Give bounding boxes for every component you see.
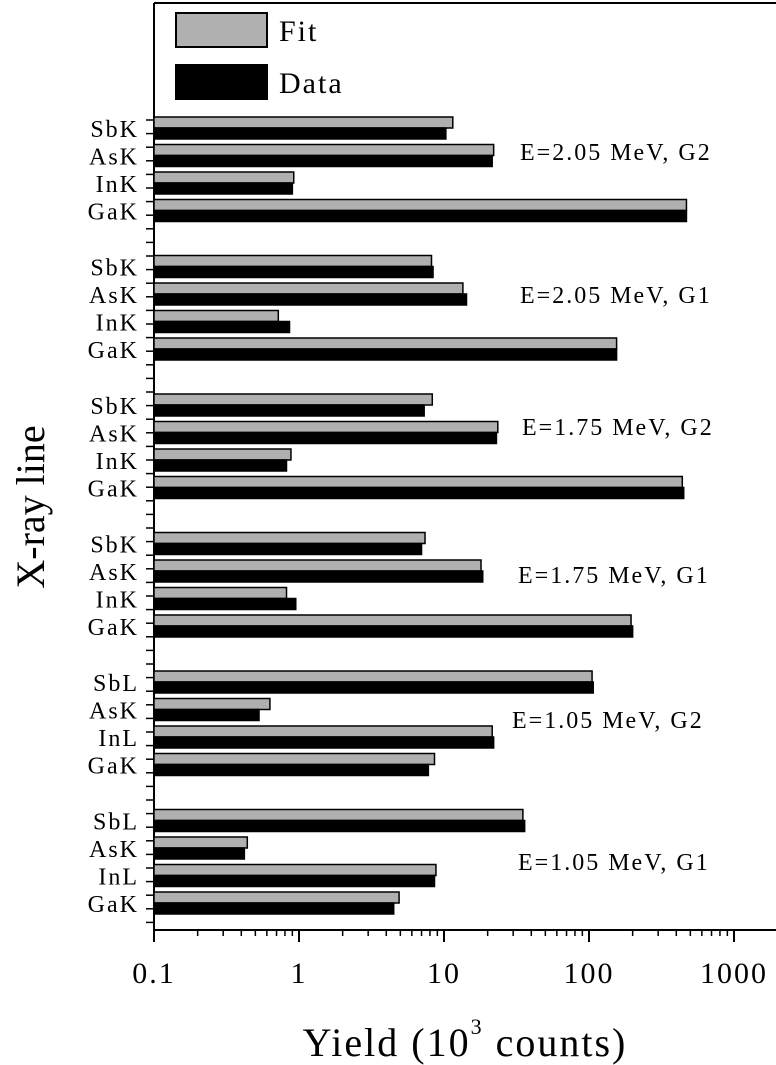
fit-bar: [153, 863, 437, 877]
y-tick-label: InL: [98, 726, 139, 752]
x-tick-label: 1000: [700, 957, 768, 990]
fit-bar: [153, 836, 249, 849]
y-tick-label: SbK: [90, 394, 139, 420]
y-tick-label: SbL: [93, 671, 139, 697]
data-bar: [153, 182, 294, 195]
fit-bar: [153, 559, 482, 572]
fit-bar: [153, 143, 495, 157]
y-tick-label: InK: [96, 449, 139, 475]
fit-bar: [153, 309, 280, 323]
fit-bar: [153, 586, 288, 600]
x-tick-label: 100: [564, 957, 615, 990]
fit-bar: [153, 282, 464, 295]
y-tick-label: SbK: [90, 256, 139, 282]
y-tick-label: AsK: [89, 699, 139, 725]
x-tick-label: 10: [427, 957, 461, 990]
group-labels: E=2.05 MeV, G2 E=2.05 MeV, G1 E=1.75 MeV, …: [512, 140, 714, 876]
fit-bar: [153, 891, 400, 904]
fit-bar: [153, 116, 454, 129]
data-bar: [153, 542, 423, 556]
legend-swatch-fit: [175, 12, 268, 48]
data-bar: [153, 431, 498, 445]
y-tick-label: GaK: [88, 477, 139, 503]
group-label: E=2.05 MeV, G1: [520, 283, 712, 309]
y-tick-label: SbL: [93, 810, 139, 836]
group-label: E=2.05 MeV, G2: [520, 140, 712, 166]
y-tick-label: AsK: [89, 145, 139, 171]
y-tick-label: GaK: [88, 338, 139, 364]
data-bar: [153, 819, 526, 833]
data-bar: [153, 625, 634, 638]
fit-bar: [153, 337, 618, 350]
fit-bar: [153, 393, 434, 406]
fit-bar: [153, 171, 295, 184]
fit-bar: [153, 725, 493, 738]
data-bar: [153, 486, 685, 500]
fit-bar: [153, 254, 433, 268]
data-bar: [153, 265, 434, 279]
y-tick-labels: SbKAsKInKGaKSbKAsKInKGaKSbKAsKInKGaKSbKA…: [88, 117, 154, 924]
data-bar: [153, 293, 468, 306]
legend-swatch-data: [175, 64, 268, 100]
fit-bar: [153, 420, 499, 434]
y-tick-label: GaK: [88, 754, 139, 780]
x-axis: 0.1 1 10 100 1000: [132, 930, 768, 990]
fit-bar: [153, 697, 271, 711]
data-bar: [153, 404, 425, 417]
y-tick-label: AsK: [89, 422, 139, 448]
data-bar: [153, 597, 297, 611]
fit-bar: [153, 198, 688, 212]
data-bar: [153, 127, 447, 140]
data-bar: [153, 763, 430, 777]
group-label: E=1.05 MeV, G1: [518, 850, 710, 876]
y-tick-label: InK: [96, 172, 139, 198]
x-axis-label-main: Yield (10: [303, 1020, 471, 1065]
fit-bar: [153, 808, 524, 822]
fit-bar: [153, 475, 684, 489]
data-bar: [153, 209, 688, 223]
data-bar: [153, 736, 495, 749]
y-tick-label: AsK: [89, 560, 139, 586]
fit-bar: [153, 670, 593, 683]
y-tick-label: GaK: [88, 615, 139, 641]
legend: Fit Data: [175, 12, 344, 100]
y-tick-label: GaK: [88, 200, 139, 226]
data-bar: [153, 154, 493, 168]
data-bar: [153, 459, 288, 472]
data-bar: [153, 681, 595, 694]
data-bar: [153, 874, 436, 888]
y-tick-label: SbK: [90, 117, 139, 143]
y-tick-label: SbK: [90, 533, 139, 559]
fit-bar: [153, 752, 436, 766]
group-label: E=1.75 MeV, G1: [518, 563, 710, 589]
fit-bar: [153, 614, 632, 627]
group-label: E=1.75 MeV, G2: [522, 415, 714, 441]
data-bar: [153, 847, 246, 860]
group-label: E=1.05 MeV, G2: [512, 708, 704, 734]
data-bar: [153, 708, 260, 722]
data-bar: [153, 902, 395, 915]
x-axis-label-tail: counts): [484, 1020, 628, 1065]
y-tick-label: InK: [96, 588, 139, 614]
x-axis-label-exponent: 3: [471, 1014, 484, 1039]
bars: [153, 116, 688, 915]
fit-bar: [153, 531, 426, 545]
data-bar: [153, 348, 618, 361]
legend-label-fit: Fit: [279, 15, 318, 48]
y-axis-label: X-ray line: [8, 425, 53, 588]
y-tick-label: InL: [98, 865, 139, 891]
x-tick-label: 1: [291, 957, 308, 990]
y-tick-label: GaK: [88, 892, 139, 918]
data-bar: [153, 570, 484, 583]
data-bar: [153, 320, 291, 334]
x-tick-label: 0.1: [132, 957, 176, 990]
y-tick-label: AsK: [89, 283, 139, 309]
x-axis-label: Yield (103 counts): [303, 1014, 628, 1065]
legend-label-data: Data: [279, 67, 344, 100]
y-tick-label: InK: [96, 311, 139, 337]
y-tick-label: AsK: [89, 837, 139, 863]
fit-bar: [153, 448, 292, 461]
